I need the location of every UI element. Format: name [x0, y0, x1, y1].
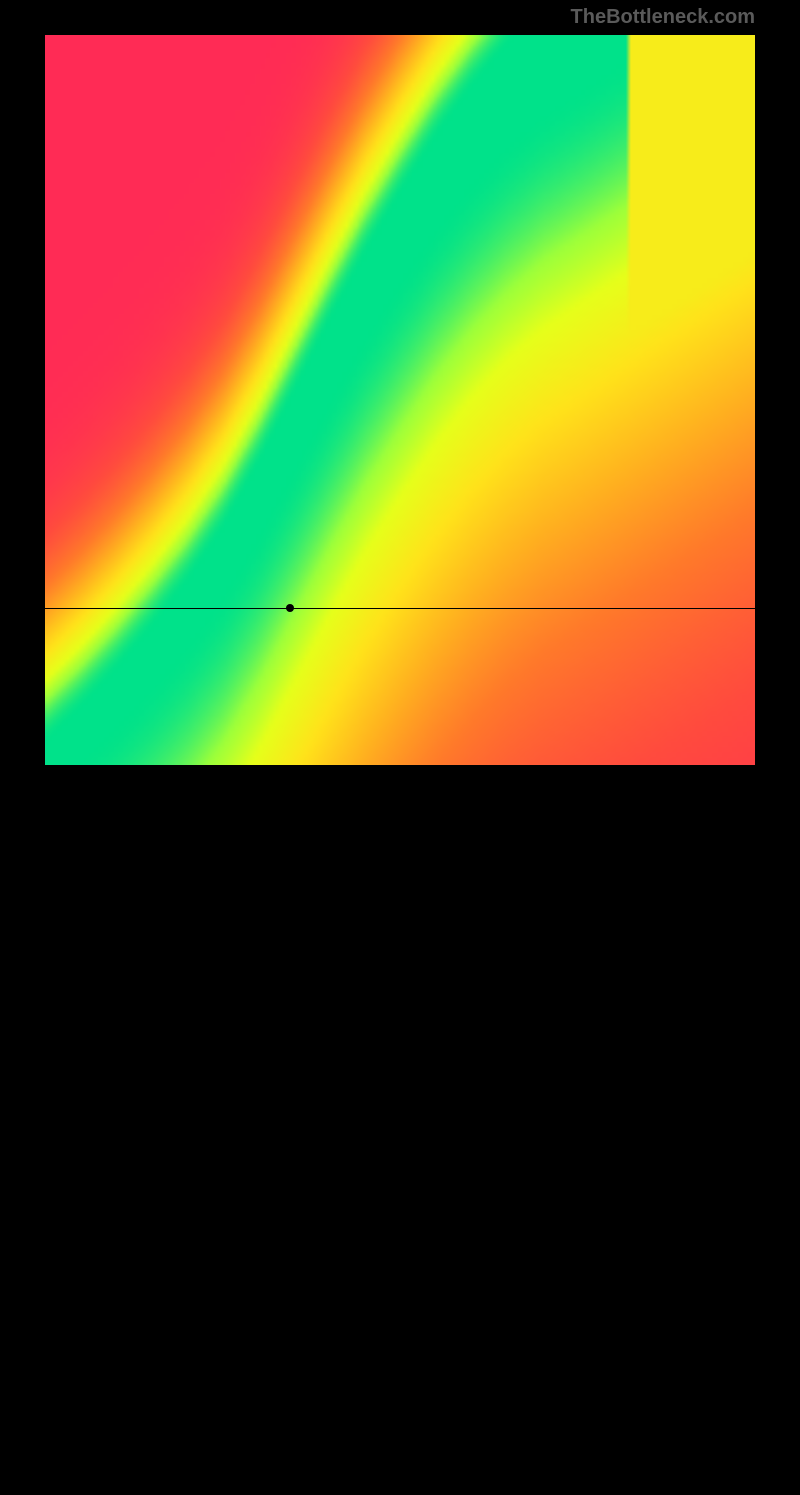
crosshair-vertical [290, 765, 291, 1495]
heatmap-plot [45, 35, 755, 765]
crosshair-marker [286, 604, 294, 612]
heatmap-canvas [45, 35, 755, 765]
crosshair-horizontal [45, 608, 755, 609]
attribution-text: TheBottleneck.com [571, 6, 755, 29]
